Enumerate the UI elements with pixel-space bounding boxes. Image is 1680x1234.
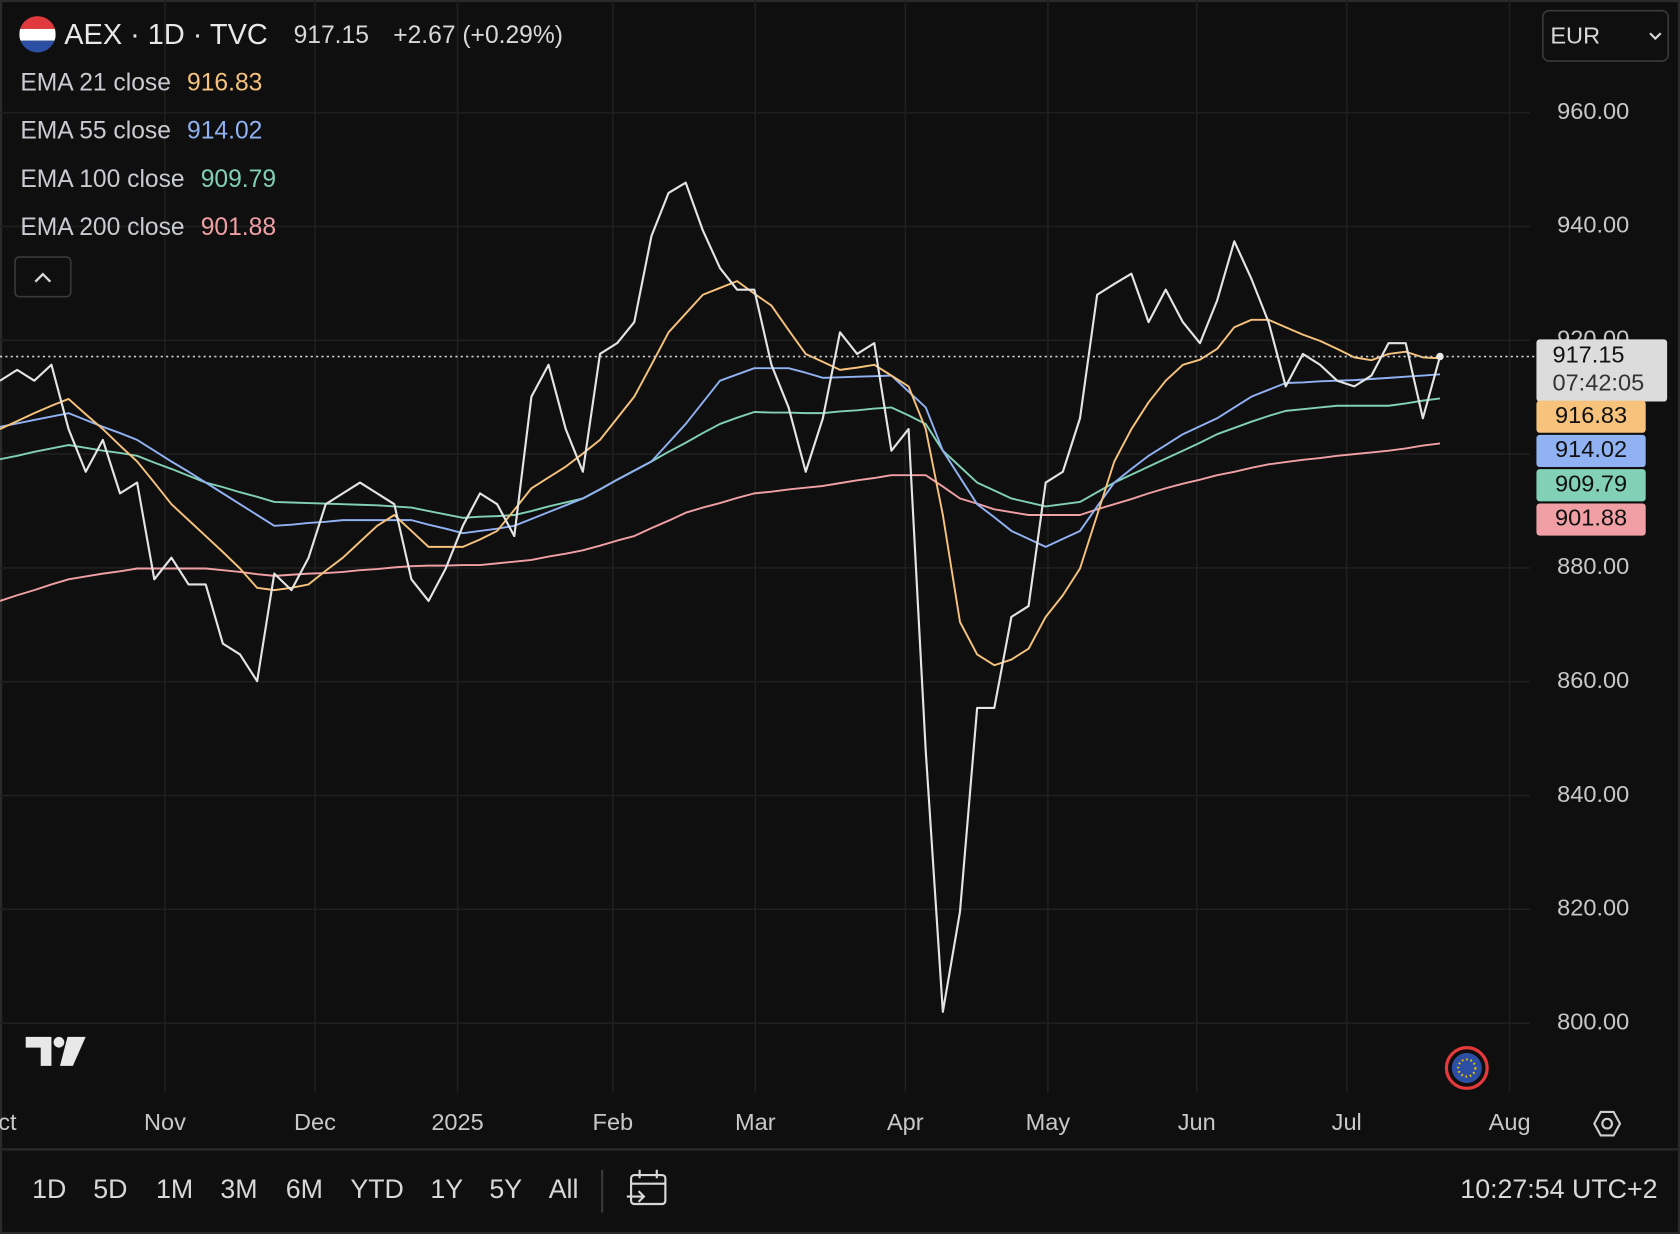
x-tick-label: Jun (1178, 1109, 1216, 1135)
countdown-label: 07:42:05 (1553, 370, 1645, 396)
currency-label: EUR (1550, 23, 1600, 49)
x-tick-label: Nov (144, 1109, 186, 1135)
x-tick-label: Apr (887, 1109, 924, 1135)
legend-value: 901.88 (201, 214, 276, 241)
range-button[interactable]: 3M (220, 1174, 257, 1204)
x-tick-label: Jul (1332, 1109, 1362, 1135)
range-button[interactable]: 5Y (489, 1174, 522, 1204)
price-change: +2.67 (+0.29%) (393, 22, 563, 49)
price-label: 917.15 (1553, 342, 1625, 368)
y-tick-label: 940.00 (1557, 212, 1629, 238)
last-price: 917.15 (294, 22, 369, 49)
x-tick-label: 2025 (431, 1109, 483, 1135)
price-label-box (1536, 339, 1668, 402)
range-button[interactable]: 1D (32, 1174, 66, 1204)
settings-icon[interactable] (1593, 1110, 1622, 1137)
legend-entry: EMA 21 close 916.83 (20, 69, 262, 96)
y-tick-label: 800.00 (1557, 1008, 1629, 1034)
tv-logo (25, 1036, 86, 1066)
plot (0, 181, 1537, 1013)
legend-name: EMA 55 close (20, 117, 171, 144)
ema-line (0, 280, 1441, 667)
x-tick-label: Feb (593, 1109, 634, 1135)
legend-name: EMA 100 close (20, 165, 184, 192)
y-tick-label: 840.00 (1557, 781, 1629, 807)
y-tick-label: 880.00 (1557, 553, 1629, 579)
range-button[interactable]: 1M (156, 1174, 193, 1204)
eu-flag-icon (1444, 1046, 1489, 1090)
y-tick-label: 860.00 (1557, 667, 1629, 693)
legend-name: EMA 200 close (20, 214, 184, 241)
currency-dropdown[interactable]: EUR (1542, 9, 1670, 62)
ema-line (0, 442, 1441, 602)
range-button[interactable]: 1Y (430, 1174, 463, 1204)
range-button[interactable]: YTD (350, 1174, 404, 1204)
toolbar: 1D 5D 1M 3M 6M YTD 1Y 5Y All (32, 1174, 578, 1204)
ema-label: 909.79 (1555, 470, 1627, 496)
ema-label-box (1536, 503, 1646, 536)
ema-label: 901.88 (1555, 505, 1627, 531)
range-button[interactable]: All (549, 1174, 579, 1204)
legend-name: EMA 21 close (20, 69, 171, 96)
range-button[interactable]: 6M (286, 1174, 323, 1204)
calendar-button[interactable] (626, 1169, 667, 1206)
legend-entry: EMA 100 close 909.79 (20, 165, 276, 192)
axes: Oct Nov Dec 2025 Feb Mar Apr May Jun Jul Aug 800.00… (0, 98, 1668, 1135)
x-tick-label: May (1026, 1109, 1071, 1135)
ema-label: 916.83 (1555, 402, 1627, 428)
symbol-title: AEX · 1D · TVC (64, 19, 267, 51)
y-tick-label: 820.00 (1557, 895, 1629, 921)
last-price-dot (1436, 352, 1444, 361)
collapse-button[interactable] (14, 256, 72, 298)
x-tick-label: Mar (735, 1109, 776, 1135)
range-button[interactable]: 5D (93, 1174, 127, 1204)
ema-label: 914.02 (1555, 436, 1627, 462)
legend-value: 909.79 (201, 165, 276, 192)
grid (0, 0, 1530, 1093)
header: AEX · 1D · TVC 917.15 +2.67 (+0.29%) (19, 16, 563, 53)
ema-label-box (1536, 469, 1646, 502)
legend-entry: EMA 55 close 914.02 (20, 117, 262, 144)
x-tick-label: Oct (0, 1109, 17, 1135)
clock: 10:27:54 UTC+2 (1460, 1174, 1657, 1204)
y-tick-label: 960.00 (1557, 98, 1629, 124)
ema-line (0, 367, 1441, 548)
legend-value: 914.02 (187, 117, 262, 144)
price-line (0, 181, 1442, 1013)
x-tick-label: Dec (294, 1109, 336, 1135)
ema-label-box (1536, 434, 1646, 468)
flag-icon (19, 16, 56, 53)
legend-entry: EMA 200 close 901.88 (20, 214, 276, 241)
legend-value: 916.83 (187, 69, 262, 96)
ema-line (0, 397, 1441, 519)
x-tick-label: Aug (1489, 1109, 1531, 1135)
ema-label-box (1536, 400, 1646, 433)
